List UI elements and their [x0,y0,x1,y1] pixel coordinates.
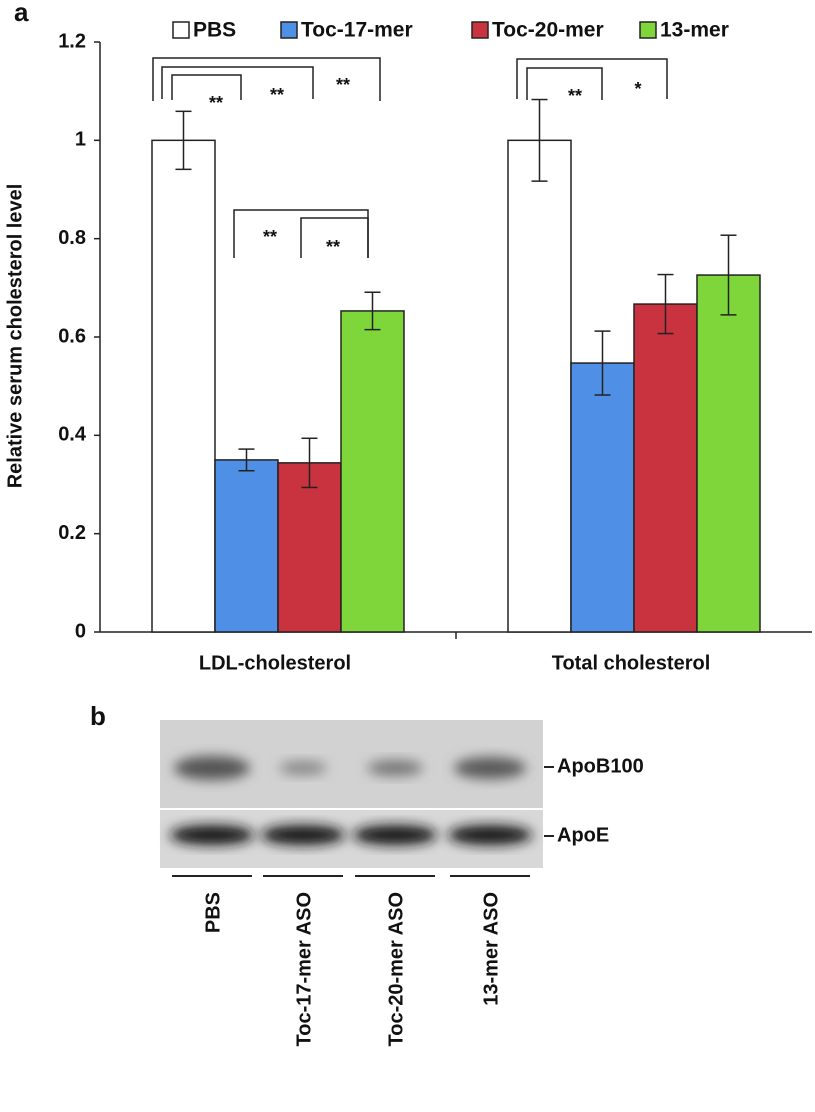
legend-swatch [639,21,657,39]
significance-bracket [161,66,314,99]
lane-label: 13-mer ASO [480,892,502,1006]
legend-swatch [280,21,298,39]
significance-label: ** [326,237,340,257]
bar [340,310,405,633]
x-tick-label: Total cholesterol [552,652,711,674]
significance-label: ** [209,93,223,113]
legend-label: PBS [193,19,236,42]
panel-label: a [14,0,29,27]
y-tick-label: 0.4 [58,424,87,446]
error-bar [364,291,381,331]
blot-band [448,825,532,845]
significance-bracket [171,74,242,100]
bar [570,362,635,633]
error-bar [301,437,318,489]
bar [277,462,342,633]
legend-label: Toc-17-mer [301,19,413,42]
significance-label: * [634,79,641,99]
blot-band [454,757,526,779]
panel-label: b [90,701,106,731]
error-bar [720,234,737,316]
y-tick-label: 0.8 [58,227,86,249]
legend-swatch [471,21,489,39]
blot-band [367,760,423,776]
lane-label: PBS [202,892,224,933]
error-bar [238,448,255,472]
legend-label: Toc-20-mer [492,19,604,42]
bar [633,303,698,633]
legend-swatch [172,21,190,39]
error-bar [531,98,548,182]
error-bar [657,273,674,335]
legend-label: 13-mer [660,19,729,42]
lane-label: Toc-20-mer ASO [385,892,407,1046]
significance-bracket [300,217,369,258]
blot-band [353,825,437,845]
bar [151,139,216,633]
blot-band [174,756,250,780]
blot [160,720,543,868]
band-label: ApoE [557,824,609,846]
blot-band [170,825,254,845]
bar [696,274,761,633]
bar [507,139,572,633]
significance-label: ** [270,85,284,105]
blot-band [279,761,327,775]
significance-bracket [152,57,381,101]
significance-label: ** [336,75,350,95]
significance-bracket [516,58,668,99]
lane-label: Toc-17-mer ASO [293,892,315,1046]
blot-band [261,825,345,845]
y-tick-label: 0.2 [58,522,86,544]
bar [214,459,279,633]
error-bar [594,330,611,396]
y-tick-label: 1 [75,129,86,151]
significance-label: ** [263,227,277,247]
y-axis-label: Relative serum cholesterol level [4,184,26,489]
significance-label: ** [568,86,582,106]
y-tick-label: 0 [75,620,86,642]
error-bar [175,110,192,171]
band-label: ApoB100 [557,755,644,777]
significance-bracket [526,67,603,100]
y-tick-label: 1.2 [58,30,86,52]
x-tick-label: LDL-cholesterol [199,652,351,674]
y-tick-label: 0.6 [58,325,86,347]
